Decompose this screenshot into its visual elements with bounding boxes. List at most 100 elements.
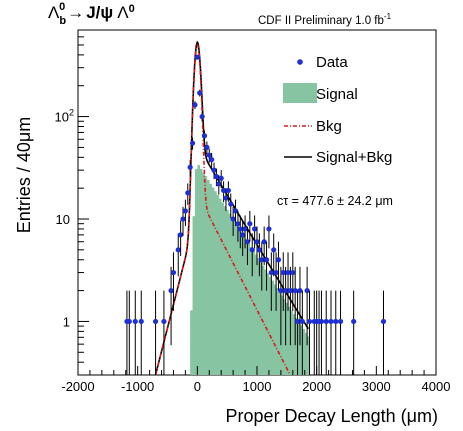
data-point xyxy=(180,216,186,222)
data-point xyxy=(213,173,220,180)
data-point xyxy=(283,288,289,294)
data-point xyxy=(232,208,239,214)
data-point xyxy=(225,187,231,194)
data-point xyxy=(218,175,224,181)
data-point xyxy=(197,90,203,96)
signal-bin xyxy=(259,262,263,375)
signal-bin xyxy=(194,169,198,375)
signal-bin xyxy=(228,213,232,375)
signal-bin xyxy=(299,325,303,375)
signal-bin xyxy=(197,165,201,375)
data-point xyxy=(280,269,286,276)
signal-bin xyxy=(249,247,253,375)
signal-bin xyxy=(297,321,301,375)
data-point xyxy=(380,318,387,325)
data-point xyxy=(161,318,167,325)
x-axis-label: Proper Decay Length (μm) xyxy=(226,406,438,426)
data-point xyxy=(287,288,294,294)
data-point xyxy=(223,195,229,201)
x-tick-label: 3000 xyxy=(362,379,391,394)
signal-bin xyxy=(192,216,196,375)
data-point xyxy=(194,54,200,60)
signal-bin xyxy=(199,168,203,375)
data-point xyxy=(285,269,291,276)
signal-bin xyxy=(211,187,215,375)
signal-bin xyxy=(283,299,286,375)
data-point xyxy=(168,288,174,294)
signal-bin xyxy=(266,273,270,375)
data-point xyxy=(256,247,262,253)
signal-bin xyxy=(245,239,248,375)
data-point xyxy=(261,239,267,245)
signal-bin xyxy=(268,276,272,375)
signal-bin xyxy=(209,183,212,375)
data-point xyxy=(247,221,253,227)
data-point xyxy=(337,318,344,325)
data-point xyxy=(271,247,277,253)
data-point xyxy=(211,167,217,173)
signal-bin xyxy=(204,176,208,375)
signal-bin xyxy=(242,235,246,375)
signal-bin xyxy=(307,336,310,375)
signal-bin xyxy=(237,228,241,375)
data-point xyxy=(228,201,234,207)
data-point xyxy=(273,269,279,276)
data-point xyxy=(187,164,193,170)
signal-bin xyxy=(257,258,260,375)
y-axis-label: Entries / 40μm xyxy=(14,117,34,233)
signal-bin xyxy=(276,288,279,375)
signal-bin xyxy=(295,317,298,375)
data-point xyxy=(199,113,205,120)
data-point xyxy=(178,232,184,238)
x-tick-label: 0 xyxy=(194,379,201,394)
data-point xyxy=(152,318,159,325)
signal-bin xyxy=(273,284,277,375)
data-point xyxy=(259,257,265,263)
data-point xyxy=(230,216,236,222)
signal-bin xyxy=(285,302,289,375)
signal-bin xyxy=(206,180,210,375)
data-point xyxy=(220,187,227,194)
signal-bin xyxy=(202,172,205,375)
legend-total-label: Signal+Bkg xyxy=(316,149,392,166)
data-point xyxy=(175,247,181,253)
data-point xyxy=(132,318,138,325)
legend-data-label: Data xyxy=(316,54,348,71)
data-point xyxy=(266,226,272,232)
signal-bin xyxy=(290,310,294,375)
chart-title: Λb0 → J/ψ Λ0 xyxy=(48,1,135,27)
data-point xyxy=(297,288,303,294)
x-tick-label: 4000 xyxy=(422,379,451,394)
data-point xyxy=(323,318,329,325)
data-point xyxy=(189,140,196,146)
signal-bin xyxy=(264,269,267,375)
chart-subtitle: CDF II Preliminary 1.0 fb-1 xyxy=(258,12,392,27)
data-point xyxy=(185,190,191,196)
data-point xyxy=(304,288,310,294)
signal-bin xyxy=(235,224,239,375)
data-point xyxy=(333,318,339,325)
data-point xyxy=(242,226,248,232)
signal-bin xyxy=(233,221,236,375)
data-point xyxy=(254,239,260,245)
signal-bin xyxy=(247,243,251,375)
data-point xyxy=(235,221,241,227)
legend-bkg-label: Bkg xyxy=(316,118,342,135)
y-tick-label: 102 xyxy=(55,108,74,125)
data-point xyxy=(351,318,357,325)
data-point xyxy=(244,239,251,245)
data-point xyxy=(299,318,305,325)
legend-data-marker xyxy=(297,59,303,65)
data-point xyxy=(318,318,325,325)
signal-bin xyxy=(225,209,229,375)
signal-bin xyxy=(218,198,222,375)
signal-bin xyxy=(302,329,306,375)
data-point xyxy=(249,247,255,253)
data-point xyxy=(240,232,246,238)
data-point xyxy=(204,144,210,150)
data-point xyxy=(268,269,274,276)
lifetime-annotation: cτ = 477.6 ± 24.2 μm xyxy=(277,194,393,208)
data-point xyxy=(138,318,144,325)
data-point xyxy=(294,318,301,325)
